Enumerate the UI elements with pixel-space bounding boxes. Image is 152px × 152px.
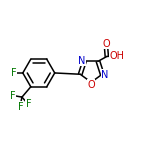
Text: N: N bbox=[78, 56, 85, 66]
Text: O: O bbox=[102, 39, 110, 49]
Text: F: F bbox=[26, 99, 31, 109]
Text: F: F bbox=[11, 68, 16, 78]
Text: OH: OH bbox=[110, 51, 125, 61]
Text: F: F bbox=[10, 91, 16, 101]
Text: O: O bbox=[87, 80, 95, 90]
Text: F: F bbox=[18, 102, 23, 112]
Text: N: N bbox=[101, 70, 109, 80]
